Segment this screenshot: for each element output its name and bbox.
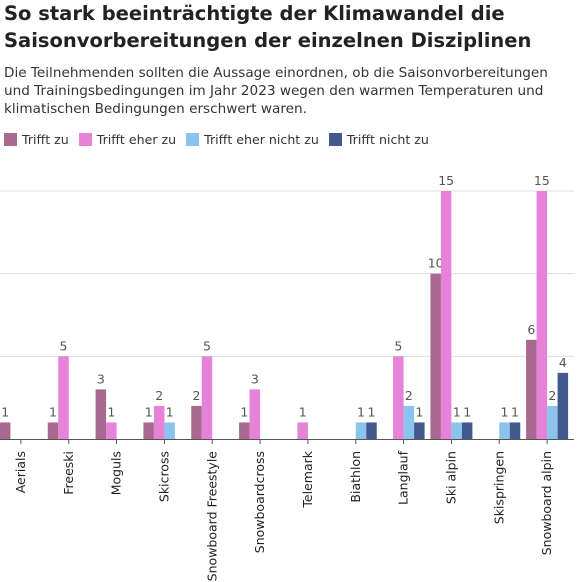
bar [239,422,250,439]
chart-title: So stark beeinträchtigte der Klimawandel… [4,2,532,52]
bar [451,422,462,439]
legend-item: Trifft zu [4,132,69,147]
legend-swatch [78,132,92,146]
data-label: 5 [203,338,211,353]
data-label: 15 [438,173,454,188]
bar [393,356,404,439]
data-label: 1 [166,404,174,419]
legend-swatch [4,132,17,146]
data-label: 2 [548,388,556,403]
bar [414,422,425,439]
bar [355,422,367,439]
data-label: 1 [501,404,509,419]
data-label: 5 [60,338,68,353]
bar [95,389,107,439]
data-label: 4 [559,355,567,370]
x-tick-label: Biathlon [348,451,363,503]
bar [547,405,558,439]
data-label: 5 [394,338,402,353]
data-label: 2 [193,388,201,403]
data-label: 1 [511,404,519,419]
data-label: 1 [463,404,471,419]
data-label: 1 [415,404,423,419]
data-label: 3 [97,371,105,386]
x-tick-label: Snowboardcross [252,451,267,553]
bar [509,422,521,439]
legend-item: Trifft nicht zu [328,131,429,147]
legend-label: Trifft eher zu [96,131,177,147]
data-label: 1 [453,404,461,419]
x-tick-label: Aerials [13,451,28,493]
legend-item: Trifft eher zu [78,131,177,147]
bar [536,191,548,439]
data-label: 1 [368,404,376,419]
bar [440,191,452,439]
bar [47,422,59,439]
data-label: 1 [357,404,365,419]
bar [461,422,473,439]
x-tick-label: Langlauf [396,450,411,505]
x-tick-label: Skispringen [491,451,506,524]
bar [557,372,569,439]
bar [499,422,510,439]
bar [143,422,154,439]
bar [106,422,117,439]
x-tick-label: Ski alpin [443,451,458,504]
data-label: 10 [428,256,444,271]
bar [430,273,441,439]
x-tick-label: Moguls [109,451,124,495]
bar [249,389,261,439]
bar [297,422,308,439]
legend-label: Trifft eher nicht zu [204,131,319,147]
legend-swatch [186,132,200,146]
data-label: 2 [405,388,413,403]
data-label: 1 [145,404,153,419]
legend-label: Trifft nicht zu [346,131,429,147]
bar [164,422,175,439]
bar [153,405,165,439]
legend-item: Trifft eher nicht zu [186,132,319,147]
data-label: 3 [251,371,259,386]
x-tick-label: Snowboard Freestyle [204,451,219,582]
data-label: 6 [527,322,535,337]
data-label: 1 [1,404,9,419]
x-tick-label: Skicross [156,451,171,502]
bar [58,356,69,439]
bar [366,422,377,439]
x-tick-label: Freeski [61,451,76,495]
bar [403,405,415,439]
bar [0,422,11,439]
data-label: 2 [155,388,163,403]
data-label: 1 [299,404,307,419]
data-label: 1 [107,404,115,419]
chart-legend: Trifft zu Trifft eher zu Trifft eher nicht… [4,130,439,148]
bar [526,339,537,439]
bar [201,356,213,439]
chart-subtitle: Die Teilnehmenden sollten die Aussage ei… [4,65,548,117]
data-label: 15 [534,173,550,188]
legend-swatch [328,132,342,146]
data-label: 1 [240,404,248,419]
x-tick-label: Snowboard alpin [539,451,554,555]
legend-label: Trifft zu [22,131,69,147]
data-label: 1 [49,404,57,419]
bar [191,405,202,439]
x-tick-label: Telemark [300,450,315,508]
